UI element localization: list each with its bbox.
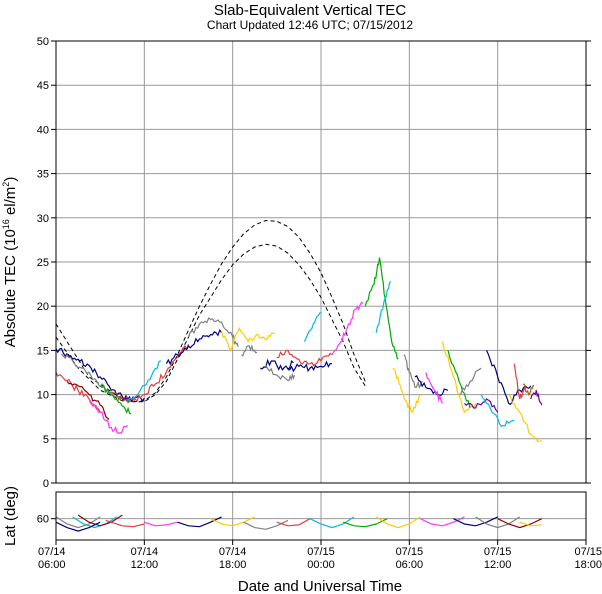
x-ticks: 07/1406:0007/1412:0007/1418:0007/1500:00… xyxy=(38,540,602,571)
x-tick-time: 18:00 xyxy=(574,559,602,571)
tec-series-2 xyxy=(55,372,101,413)
x-tick-date: 07/15 xyxy=(396,546,424,558)
tec-series-31 xyxy=(480,394,515,428)
tec-ylabel-main: Absolute TEC (10 xyxy=(2,229,19,347)
tec-panel: 0 5 10 15 20 25 30 35 40 45 50 Absolute TEC (1016 … xyxy=(1,36,591,490)
tec-series-group xyxy=(55,257,543,443)
tec-series-28 xyxy=(447,350,471,409)
tec-series-14 xyxy=(241,344,258,357)
x-tick-date: 07/14 xyxy=(38,546,66,558)
x-tick-date: 07/15 xyxy=(484,546,512,558)
tec-series-32 xyxy=(486,350,532,406)
x-tick-time: 06:00 xyxy=(38,559,66,571)
lat-series-4 xyxy=(55,521,101,532)
lat-series-12 xyxy=(342,518,388,528)
tec-series-10 xyxy=(132,343,190,403)
tec-ylabel-close: ) xyxy=(2,177,19,182)
tec-series-33 xyxy=(513,363,526,400)
tec-y-tick-label: 5 xyxy=(43,434,49,446)
tec-series-19 xyxy=(303,311,322,342)
tec-series-20 xyxy=(331,301,364,356)
x-tick-time: 12:00 xyxy=(484,559,512,571)
reference-curve-1 xyxy=(55,243,366,403)
x-tick-date: 07/15 xyxy=(307,546,335,558)
tec-y-ticks: 0 5 10 15 20 25 30 35 40 45 50 xyxy=(37,36,591,490)
x-tick-date: 07/14 xyxy=(219,546,247,558)
tec-series-23 xyxy=(392,367,421,414)
x-tick-date: 07/15 xyxy=(574,546,602,558)
lat-y-ticks: 60 xyxy=(37,514,56,526)
lat-series-group xyxy=(55,514,543,532)
tec-reference-curves xyxy=(55,219,366,403)
x-tick-time: 18:00 xyxy=(219,559,247,571)
x-tick-time: 06:00 xyxy=(396,559,424,571)
tec-y-tick-label: 10 xyxy=(37,390,49,402)
tec-series-9 xyxy=(127,360,162,402)
tec-ylabel-exp2: 2 xyxy=(1,182,11,187)
lat-series-13 xyxy=(375,516,421,529)
tec-series-25 xyxy=(414,375,449,397)
tec-series-5 xyxy=(88,398,129,435)
tec-series-21 xyxy=(364,257,399,360)
lat-series-10 xyxy=(276,518,311,527)
tec-y-tick-label: 25 xyxy=(37,257,49,269)
lat-series-15 xyxy=(453,516,498,527)
x-tick-time: 12:00 xyxy=(131,559,159,571)
tec-series-18 xyxy=(287,360,333,373)
tec-ylabel-unit: el/m xyxy=(2,187,19,220)
x-axis-label: Date and Universal Time xyxy=(238,578,402,594)
tec-series-6 xyxy=(99,385,132,415)
tec-series-34 xyxy=(508,394,542,443)
lat-y-tick-label: 60 xyxy=(37,514,49,526)
tec-series-29 xyxy=(458,367,482,396)
tec-series-11 xyxy=(165,328,223,366)
lat-series-6 xyxy=(144,521,178,527)
tec-series-22 xyxy=(375,281,392,333)
tec-y-tick-label: 15 xyxy=(37,345,49,357)
tec-ylabel-exp: 16 xyxy=(1,219,11,229)
tec-series-17 xyxy=(276,349,333,367)
lat-series-11 xyxy=(309,516,355,529)
lat-panel: 60 Lat (deg) xyxy=(2,486,587,546)
lat-series-9 xyxy=(243,519,289,530)
tec-y-tick-label: 35 xyxy=(37,169,49,181)
tec-y-tick-label: 45 xyxy=(37,80,49,92)
x-tick-date: 07/14 xyxy=(131,546,159,558)
lat-grid xyxy=(55,492,587,540)
x-tick-time: 00:00 xyxy=(307,559,335,571)
tec-series-35 xyxy=(522,383,535,396)
tec-series-16 xyxy=(265,365,296,382)
lat-series-17 xyxy=(497,518,543,529)
tec-series-26 xyxy=(425,372,444,404)
lat-series-8 xyxy=(210,516,256,527)
tec-series-7 xyxy=(110,391,132,404)
chart-title: Slab-Equivalent Vertical TEC xyxy=(214,2,406,19)
tec-y-axis-label: Absolute TEC (1016 el/m2) xyxy=(1,177,19,348)
tec-series-3 xyxy=(66,380,110,420)
tec-y-tick-label: 40 xyxy=(37,124,49,136)
tec-series-4 xyxy=(61,353,117,398)
tec-series-15 xyxy=(260,358,294,371)
tec-series-12 xyxy=(187,317,239,348)
tec-y-tick-label: 30 xyxy=(37,213,49,225)
chart-subtitle: Chart Updated 12:46 UTC; 07/15/2012 xyxy=(207,18,413,32)
tec-series-30 xyxy=(464,398,499,413)
tec-series-36 xyxy=(530,390,543,406)
tec-y-tick-label: 0 xyxy=(43,478,49,490)
tec-y-tick-label: 50 xyxy=(37,36,49,48)
tec-series-1 xyxy=(55,347,145,403)
lat-series-16 xyxy=(475,516,521,529)
tec-y-tick-label: 20 xyxy=(37,301,49,313)
lat-series-1 xyxy=(55,516,101,529)
lat-y-axis-label: Lat (deg) xyxy=(2,486,19,546)
lat-series-5 xyxy=(105,519,145,528)
tec-series-8 xyxy=(121,396,134,401)
tec-series-13 xyxy=(221,326,275,352)
lat-series-3 xyxy=(77,514,123,527)
tec-series-24 xyxy=(403,354,423,389)
lat-series-18 xyxy=(519,521,542,527)
reference-curve-2 xyxy=(55,219,366,403)
